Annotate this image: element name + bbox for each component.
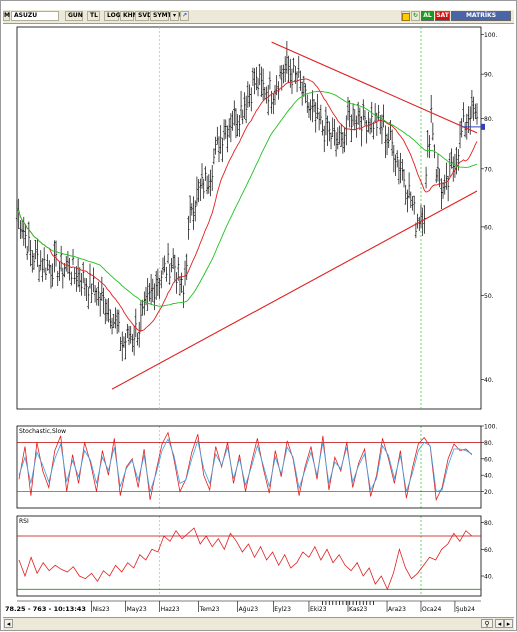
y-tick-label: 60. — [484, 224, 494, 231]
matriks-logo: MATRİKS — [451, 11, 511, 21]
last-price-marker — [481, 123, 485, 130]
panel-frame — [16, 425, 482, 509]
rsi-panel: RSI 80. 60. 40. — [16, 515, 494, 597]
y-tick-label: 40. — [484, 574, 494, 581]
draw-tool-icon[interactable]: ↗ — [180, 11, 189, 21]
panel-frame — [16, 26, 482, 410]
x-tick-label: Eki23 — [310, 606, 327, 613]
symtmp-button[interactable]: SYMTMP — [150, 11, 182, 21]
chart-toolbar: M ASUZU GUN TL LOG KHN SVD SYMTMP ▾ ↗ ↻ … — [3, 10, 514, 24]
scroll-left-icon[interactable]: ◂ — [4, 619, 13, 628]
y-tick-label: 100. — [484, 32, 497, 39]
x-tick-label: May23 — [127, 606, 147, 613]
y-tick-label: 80. — [484, 520, 494, 527]
currency-button[interactable]: TL — [87, 11, 100, 21]
symbol-input[interactable]: ASUZU — [11, 11, 59, 21]
x-tick-label: Eyl23 — [274, 606, 291, 613]
x-tick-label: Şub24 — [456, 606, 475, 613]
trendline-support — [111, 190, 478, 390]
x-tick-label: Haz23 — [161, 606, 180, 613]
x-tick-label: Ara23 — [388, 606, 406, 613]
moving-average-line — [16, 90, 478, 307]
indicator-line — [18, 527, 473, 591]
x-tick-label: Kas23 — [349, 606, 367, 613]
svd-button[interactable]: SVD — [135, 11, 152, 21]
cursor-readout: 78.25 - 763 - 10:13:43 — [5, 605, 86, 613]
chart-menu-button[interactable]: M — [3, 11, 10, 21]
y-tick-label: 80. — [484, 116, 494, 123]
y-tick-label: 100. — [484, 424, 497, 431]
indicator-line — [18, 431, 473, 502]
x-tick-label: Oca24 — [422, 606, 442, 613]
y-tick-label: 50. — [484, 293, 494, 300]
y-tick-label: 40. — [484, 473, 494, 480]
x-axis: Nis23 May23 Haz23 Tem23 Ağu23 Eyl23 Eki23 Kas23… — [5, 600, 481, 613]
bottom-scroll-bar[interactable]: ◂ ⚲ ◂ ▸ — [3, 617, 514, 630]
zoom-icon[interactable]: ⚲ — [481, 619, 493, 628]
price-panel: 100. 90. 80. 70. 60. 50. 40. — [15, 26, 497, 596]
panel-title: Stochastic,Slow — [19, 428, 66, 435]
buy-button[interactable]: AL — [421, 11, 434, 21]
moving-average-line — [16, 78, 478, 332]
x-tick-label: Tem23 — [199, 606, 220, 613]
y-tick-label: 80. — [484, 440, 494, 447]
y-tick-label: 70. — [484, 166, 494, 173]
scroll-forward-icon[interactable]: ▸ — [504, 619, 513, 628]
scroll-back-icon[interactable]: ◂ — [495, 619, 504, 628]
y-tick-label: 20. — [484, 489, 494, 496]
sell-button[interactable]: SAT — [435, 11, 450, 21]
refresh-icon[interactable]: ↻ — [411, 11, 420, 21]
y-tick-label: 60. — [484, 456, 494, 463]
panel-title: RSI — [19, 518, 29, 525]
period-button[interactable]: GUN — [65, 11, 83, 21]
x-tick-label: Nis23 — [93, 606, 110, 613]
alert-icon[interactable] — [401, 11, 410, 21]
panel-frame — [16, 515, 482, 597]
y-tick-label: 60. — [484, 547, 494, 554]
log-scale-button[interactable]: LOG — [104, 11, 121, 21]
stochastic-panel: Stochastic,Slow 100. 80. 60. 40. 20. — [16, 424, 497, 509]
khn-button[interactable]: KHN — [120, 11, 138, 21]
dropdown-arrow-icon[interactable]: ▾ — [170, 11, 179, 21]
y-tick-label: 40. — [484, 377, 494, 384]
indicator-line — [18, 438, 473, 493]
y-tick-label: 90. — [484, 72, 494, 79]
x-tick-label: Ağu23 — [239, 606, 259, 613]
trendline-resistance — [271, 41, 478, 134]
